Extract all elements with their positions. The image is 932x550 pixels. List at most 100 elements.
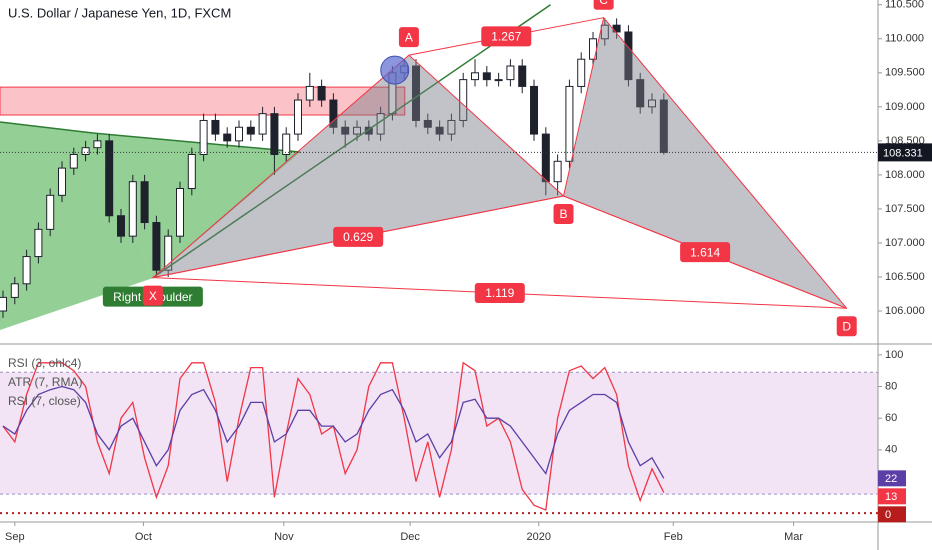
candle-body — [577, 58, 586, 87]
ratio-box — [481, 26, 532, 47]
y-tick-label: 109.000 — [885, 101, 925, 113]
y-tick-label: 100 — [885, 349, 903, 361]
candle-body — [140, 181, 149, 224]
marker — [380, 55, 410, 85]
y-tick-label: 107.500 — [885, 203, 925, 215]
candle-body — [624, 31, 633, 81]
x-tick-label: Oct — [135, 531, 152, 543]
candle-body — [471, 72, 480, 81]
price-box — [878, 143, 932, 162]
candle-body — [636, 79, 645, 108]
legend-entry: RSI (3, ohlc4) — [8, 356, 81, 370]
candle-body — [317, 85, 326, 101]
value-box — [878, 506, 906, 523]
candle-body — [270, 113, 279, 155]
y-tick-label: 106.500 — [885, 271, 925, 283]
ratio-box — [333, 226, 384, 247]
x-tick-label: Dec — [400, 531, 420, 543]
candle-body — [353, 126, 362, 135]
candle-body — [518, 65, 527, 87]
candle-body — [282, 133, 291, 155]
candle-body — [341, 126, 350, 135]
candle-body — [258, 113, 267, 135]
candle-body — [199, 119, 208, 155]
candle-body — [117, 215, 126, 237]
candle-body — [423, 119, 432, 128]
ratio-label: 1.614 — [690, 245, 720, 259]
y-tick-label: 106.000 — [885, 305, 925, 317]
rsi-band — [0, 372, 878, 495]
left-shoulder-area — [0, 122, 153, 330]
candle-body — [93, 140, 102, 149]
candle-body — [223, 133, 232, 142]
price-label: 108.331 — [883, 147, 923, 159]
candle-body — [494, 79, 503, 82]
neckline — [0, 121, 301, 153]
candle-body — [364, 126, 373, 135]
candle-body — [69, 153, 78, 169]
y-tick-label: 60 — [885, 412, 897, 424]
candle-body — [553, 160, 562, 183]
candle-body — [246, 126, 255, 135]
value-label: 0 — [885, 509, 891, 521]
candle-body — [10, 283, 19, 298]
candle-body — [506, 65, 515, 81]
candle-body — [305, 85, 314, 101]
y-tick-label: 80 — [885, 380, 897, 392]
point-label: A — [405, 30, 413, 44]
x-tick-label: 2020 — [526, 531, 550, 543]
point-box — [142, 285, 163, 306]
ratio-box — [474, 282, 525, 303]
x-tick-label: Sep — [5, 531, 25, 543]
shoulder-area — [93, 133, 300, 278]
y-tick-label: 107.000 — [885, 237, 925, 249]
x-tick-label: Feb — [664, 531, 683, 543]
legend-entry: ATR (7, RMA) — [8, 375, 82, 389]
candle-body — [459, 79, 468, 121]
y-tick-label: 110.500 — [885, 0, 924, 11]
y-tick-label: 109.500 — [885, 67, 925, 79]
candle-body — [600, 24, 609, 40]
candle-body — [105, 140, 114, 217]
value-label: 13 — [885, 491, 897, 503]
candle-body — [164, 235, 173, 271]
point-label: X — [149, 289, 157, 303]
candle-body — [648, 99, 657, 108]
candle-body — [329, 99, 338, 128]
point-label: C — [599, 0, 608, 7]
point-box — [553, 204, 574, 224]
ratio-label: 1.267 — [491, 30, 521, 44]
candle-body — [530, 85, 539, 135]
candle-body — [34, 228, 43, 258]
point-box — [593, 0, 614, 10]
ratio-box — [680, 242, 731, 263]
candle-body — [176, 188, 185, 237]
y-tick-label: 110.000 — [885, 33, 924, 45]
candle-body — [0, 296, 7, 312]
ratio-label: 0.629 — [343, 230, 373, 244]
trend-line — [152, 4, 551, 279]
value-box — [878, 488, 906, 505]
value-label: 22 — [885, 473, 897, 485]
y-tick-label: 108.000 — [885, 169, 925, 181]
value-box — [878, 470, 906, 487]
candle-body — [187, 153, 196, 190]
candle-body — [565, 85, 574, 162]
candle-body — [128, 181, 137, 237]
rsi-line — [2, 385, 665, 479]
x-tick-label: Nov — [274, 531, 294, 543]
point-box — [398, 27, 419, 48]
ratio-label: 1.119 — [485, 286, 514, 300]
point-label: D — [842, 319, 851, 333]
zone — [0, 86, 406, 116]
candle-body — [541, 133, 550, 183]
candle-body — [482, 72, 491, 81]
candle-body — [435, 126, 444, 135]
candle-body — [81, 147, 90, 155]
y-tick-label: 40 — [885, 444, 897, 456]
candle-body — [46, 194, 55, 230]
x-tick-label: Mar — [784, 531, 803, 543]
candle-body — [22, 256, 31, 285]
candle-body — [294, 99, 303, 135]
